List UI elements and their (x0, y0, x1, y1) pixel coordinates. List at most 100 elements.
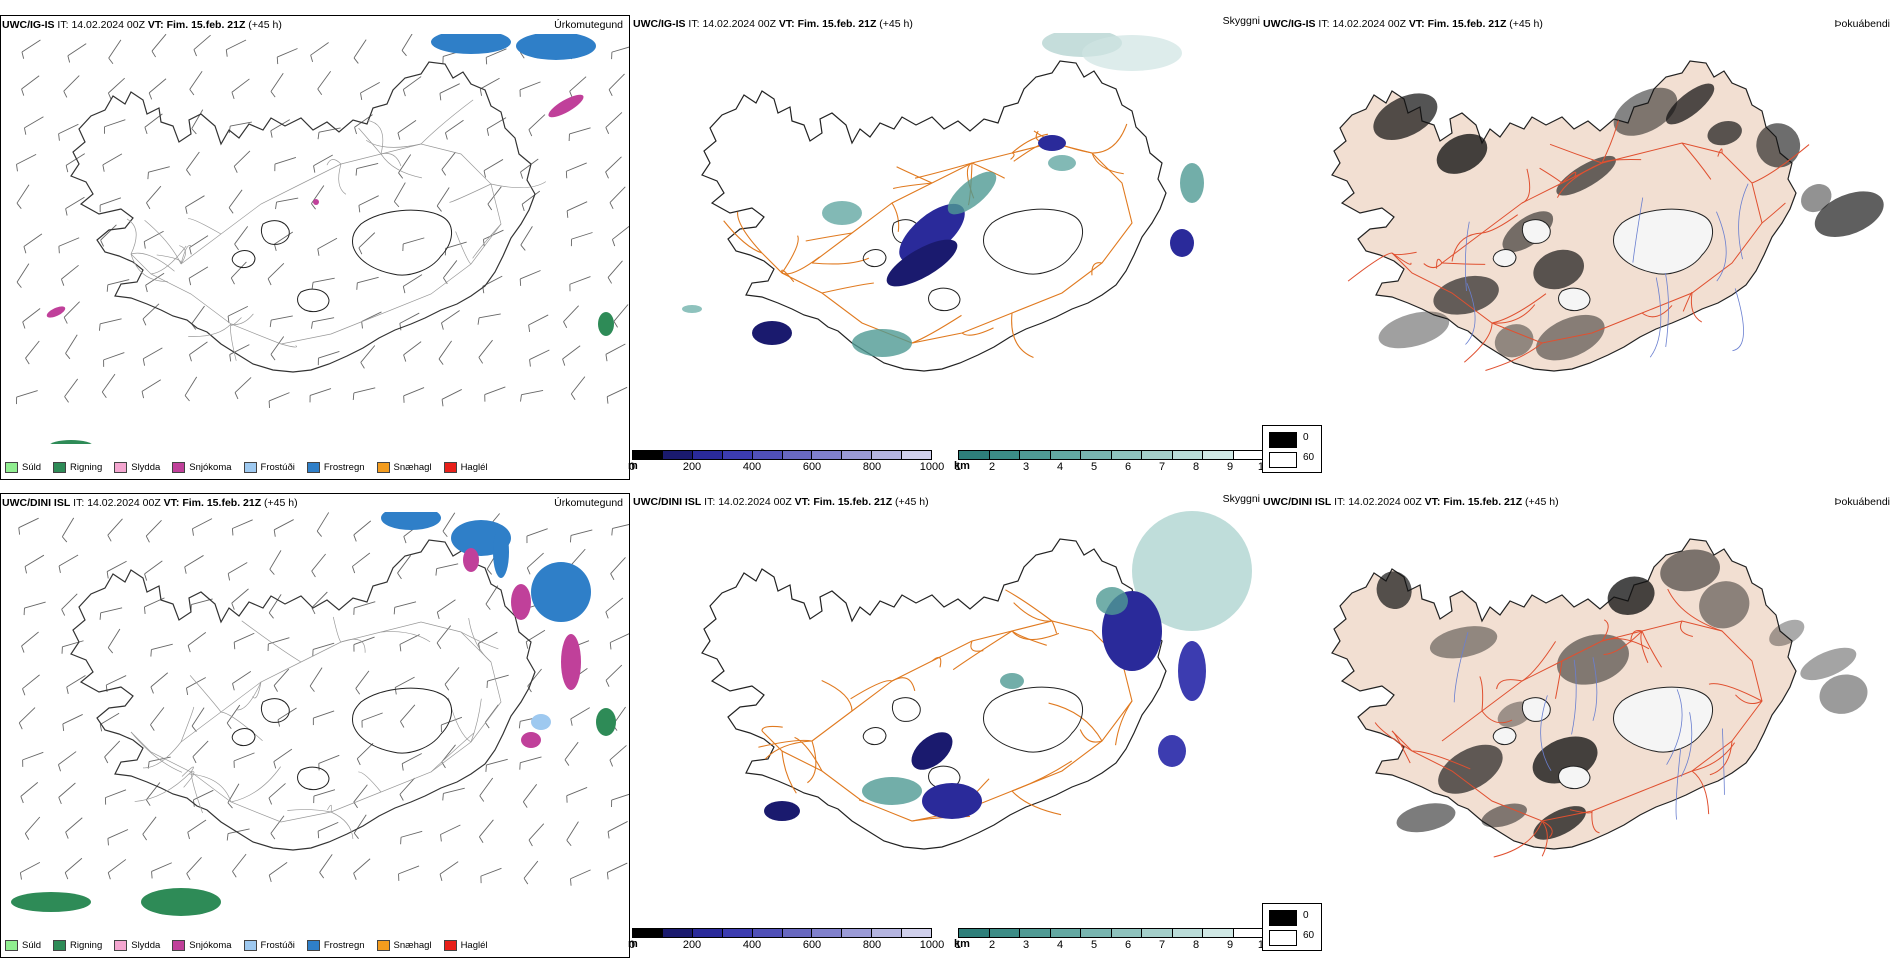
colorbar-cell (1142, 451, 1173, 459)
panel-header: UWC/DINI ISL IT: 14.02.2024 00Z VT: Fim.… (2, 497, 298, 509)
glacier-outline (352, 210, 451, 275)
colorbar-tick-label: 3 (1023, 461, 1029, 473)
legend-label: Snjókoma (189, 462, 231, 473)
it-label: IT: (73, 497, 84, 509)
colorbar-cell (1020, 451, 1051, 459)
panel-name: Skyggni (1223, 15, 1260, 27)
colorbar-cell (663, 451, 693, 459)
colorbar-tick-label: 1000 (920, 461, 944, 473)
colorbar-cells (632, 450, 932, 460)
legend-item: Snæhagl (377, 462, 432, 473)
vt-label: VT: (1409, 18, 1425, 30)
colorbar-tick-label: 8 (1193, 939, 1199, 951)
legend-swatch (172, 940, 185, 951)
legend-item: Súld (5, 462, 41, 473)
legend-item: Snjókoma (172, 462, 231, 473)
colorbar-tick-label: 600 (803, 939, 821, 951)
model-name: UWC/IG-IS (2, 19, 55, 31)
fog-key-light-label: 60 (1303, 452, 1314, 463)
precip-type-panel: UWC/IG-IS IT: 14.02.2024 00Z VT: Fim. 15… (0, 15, 630, 480)
colorbar-cell (693, 451, 723, 459)
colorbar-cell (633, 451, 663, 459)
legend-item: Slydda (114, 462, 160, 473)
wind-barbs (19, 512, 630, 885)
legend-label: Snæhagl (394, 940, 432, 951)
legend-label: Snæhagl (394, 462, 432, 473)
colorbar-cells (958, 928, 1264, 938)
legend-item: Súld (5, 940, 41, 951)
panel-header: UWC/DINI ISL IT: 14.02.2024 00Z VT: Fim.… (1263, 496, 1559, 508)
colorbar-tick-label: 5 (1091, 939, 1097, 951)
model-name: UWC/DINI ISL (1263, 496, 1331, 508)
vt-label: VT: (164, 497, 180, 509)
lead-time: (+45 h) (264, 497, 298, 509)
panel-name: Úrkomutegund (554, 497, 623, 509)
legend-label: Frostregn (324, 940, 365, 951)
colorbar-cell (1234, 451, 1264, 459)
glacier-outline (1493, 728, 1516, 745)
colorbar-tick-label: 9 (1227, 461, 1233, 473)
colorbar-cell (753, 451, 783, 459)
it-value: 14.02.2024 00Z (71, 19, 145, 31)
panel-header: UWC/IG-IS IT: 14.02.2024 00Z VT: Fim. 15… (1263, 18, 1543, 30)
colorbar-unit: m (628, 460, 638, 472)
lead-time: (+45 h) (1525, 496, 1559, 508)
vt-value: Fim. 15.feb. 21Z (813, 496, 892, 508)
legend-swatch (5, 940, 18, 951)
lead-time: (+45 h) (895, 496, 929, 508)
model-name: UWC/DINI ISL (633, 496, 701, 508)
legend-swatch (307, 462, 320, 473)
colorbar-tick-label: 5 (1091, 461, 1097, 473)
colorbar-tick-label: 800 (863, 461, 881, 473)
colorbar-cell (1051, 929, 1082, 937)
glacier-outline (261, 221, 289, 245)
colorbar-cell (783, 451, 813, 459)
precip-type-panel: UWC/DINI ISL IT: 14.02.2024 00Z VT: Fim.… (0, 493, 630, 958)
legend-label: Rigning (70, 462, 102, 473)
colorbar-tick-label: 8 (1193, 461, 1199, 473)
visibility-colorbar: 12345678910km (958, 928, 1264, 952)
colorbar-tick-label: 2 (989, 939, 995, 951)
vt-label: VT: (1425, 496, 1441, 508)
colorbar-tick-label: 4 (1057, 461, 1063, 473)
glacier-outline (1559, 288, 1590, 310)
it-label: IT: (1334, 496, 1345, 508)
fog-key-dark-swatch (1269, 432, 1297, 448)
colorbar-ticks: 12345678910 (958, 460, 1264, 474)
glacier-outline (298, 767, 329, 789)
colorbar-cell (1203, 929, 1234, 937)
glacier-outline (1522, 220, 1550, 244)
legend-label: Snjókoma (189, 940, 231, 951)
wind-barbs (16, 34, 630, 408)
legend-label: Frostregn (324, 462, 365, 473)
colorbar-tick-label: 200 (683, 939, 701, 951)
panel-header: UWC/DINI ISL IT: 14.02.2024 00Z VT: Fim.… (633, 496, 929, 508)
iceland-map-visibility (632, 511, 1262, 921)
colorbar-unit: km (954, 460, 970, 472)
colorbar-cell (812, 929, 842, 937)
legend-item: Snjókoma (172, 940, 231, 951)
glacier-outline (1522, 698, 1550, 722)
vt-label: VT: (795, 496, 811, 508)
it-value: 14.02.2024 00Z (87, 497, 161, 509)
iceland-coastline (71, 540, 535, 850)
iceland-map-fog (1262, 511, 1892, 921)
model-name: UWC/DINI ISL (2, 497, 70, 509)
legend-swatch (377, 462, 390, 473)
it-label: IT: (1318, 18, 1329, 30)
colorbar-cell (1081, 929, 1112, 937)
legend-swatch (244, 940, 257, 951)
colorbar-cell (693, 929, 723, 937)
visibility-colorbar: 12345678910km (958, 450, 1264, 474)
visibility-panel: UWC/DINI ISL IT: 14.02.2024 00Z VT: Fim.… (632, 493, 1262, 958)
vt-label: VT: (148, 19, 164, 31)
colorbar-unit: km (954, 938, 970, 950)
colorbar-cell (959, 451, 990, 459)
colorbar-cell (902, 929, 931, 937)
legend-label: Haglél (461, 462, 488, 473)
colorbar-cell (872, 451, 902, 459)
